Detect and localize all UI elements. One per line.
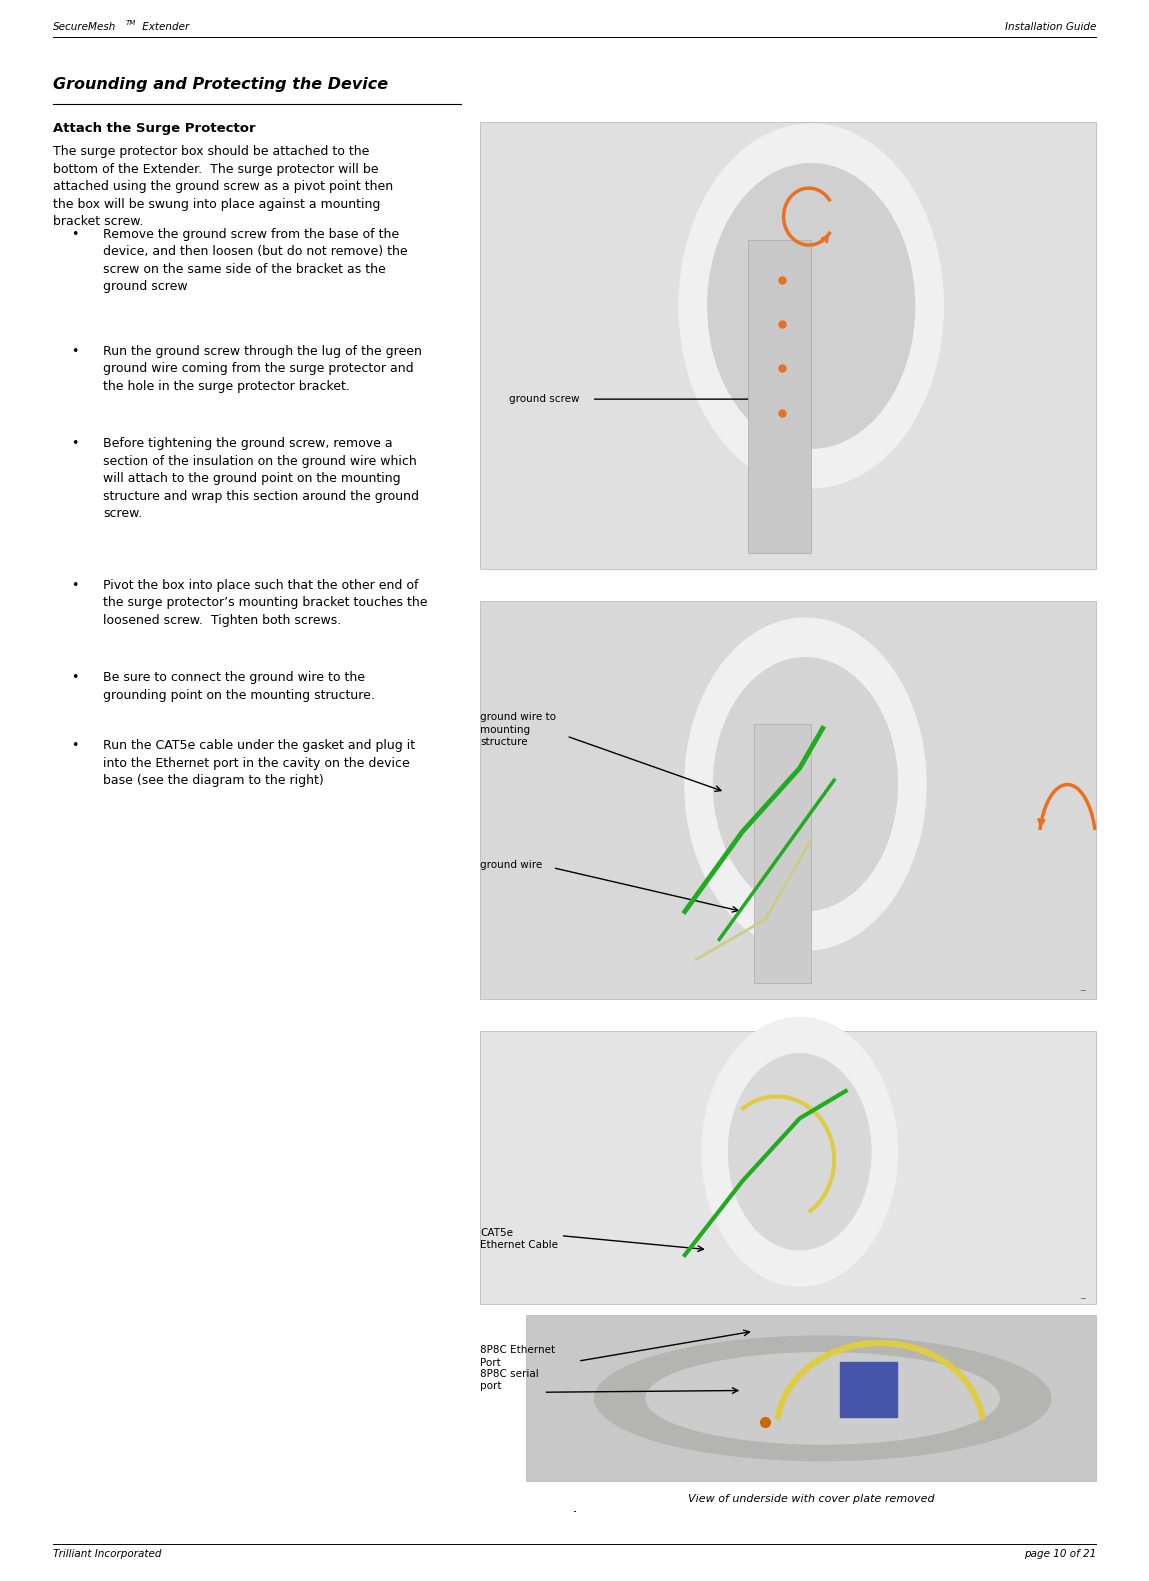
Bar	[840, 1361, 897, 1417]
Text: .: .	[572, 1502, 577, 1515]
Circle shape	[708, 163, 915, 447]
Text: •: •	[71, 345, 78, 357]
Text: _: _	[1080, 1289, 1085, 1300]
Text: Attach the Surge Protector: Attach the Surge Protector	[53, 122, 255, 134]
Text: Installation Guide: Installation Guide	[1004, 22, 1096, 32]
Text: CAT5e
Ethernet Cable: CAT5e Ethernet Cable	[480, 1228, 558, 1251]
Circle shape	[702, 1018, 897, 1287]
Text: Trilliant Incorporated: Trilliant Incorporated	[53, 1549, 161, 1559]
Text: page 10 of 21: page 10 of 21	[1024, 1549, 1096, 1559]
Text: ground screw: ground screw	[509, 394, 579, 405]
Text: 8P8C Ethernet
Port: 8P8C Ethernet Port	[480, 1345, 555, 1368]
Text: 8P8C serial
port: 8P8C serial port	[480, 1369, 539, 1391]
Text: Run the CAT5e cable under the gasket and plug it
into the Ethernet port in the c: Run the CAT5e cable under the gasket and…	[103, 740, 416, 787]
Text: •: •	[71, 579, 78, 591]
Bar	[526, 1315, 1096, 1481]
Bar	[480, 1031, 1096, 1304]
Bar	[748, 240, 811, 553]
Text: •: •	[71, 228, 78, 240]
Ellipse shape	[646, 1353, 1000, 1443]
Text: SecureMesh: SecureMesh	[53, 22, 116, 32]
Text: TM: TM	[125, 21, 136, 25]
Text: •: •	[71, 670, 78, 685]
Text: Remove the ground screw from the base of the
device, and then loosen (but do not: Remove the ground screw from the base of…	[103, 228, 408, 292]
Text: Extender: Extender	[139, 22, 190, 32]
Bar	[480, 601, 1096, 999]
Text: View of underside with cover plate removed: View of underside with cover plate remov…	[688, 1494, 934, 1504]
Text: Before tightening the ground screw, remove a
section of the insulation on the gr: Before tightening the ground screw, remo…	[103, 438, 419, 520]
Text: .: .	[572, 1502, 577, 1515]
Text: _: _	[1080, 982, 1085, 991]
Circle shape	[679, 123, 943, 487]
Text: ground wire: ground wire	[480, 860, 542, 870]
Text: •: •	[71, 438, 78, 451]
Bar	[754, 724, 811, 983]
Bar	[480, 122, 1096, 569]
Text: Be sure to connect the ground wire to the
grounding point on the mounting struct: Be sure to connect the ground wire to th…	[103, 670, 376, 702]
Text: Run the ground screw through the lug of the green
ground wire coming from the su: Run the ground screw through the lug of …	[103, 345, 423, 392]
Circle shape	[728, 1055, 871, 1249]
Circle shape	[714, 658, 897, 911]
Ellipse shape	[595, 1336, 1050, 1461]
Text: Pivot the box into place such that the other end of
the surge protector’s mounti: Pivot the box into place such that the o…	[103, 579, 427, 626]
Circle shape	[685, 618, 926, 950]
Text: Grounding and Protecting the Device: Grounding and Protecting the Device	[53, 77, 388, 92]
Text: ground wire to
mounting
structure: ground wire to mounting structure	[480, 713, 556, 748]
Text: •: •	[71, 740, 78, 753]
Text: The surge protector box should be attached to the
bottom of the Extender.  The s: The surge protector box should be attach…	[53, 145, 393, 228]
